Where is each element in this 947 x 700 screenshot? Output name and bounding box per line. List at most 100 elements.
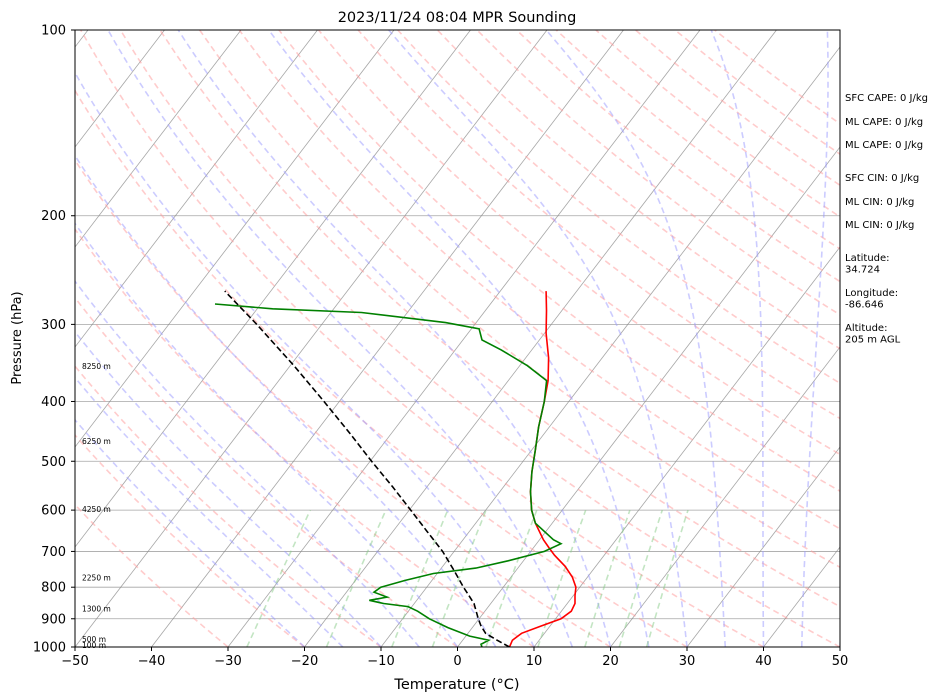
x-tick-label: 0	[453, 654, 461, 669]
height-label: 8250 m	[82, 362, 111, 371]
annotation-text: ML CAPE: 0 J/kg	[845, 140, 923, 151]
series-layer	[214, 290, 577, 647]
x-tick-label: −40	[138, 654, 165, 669]
height-label: 100 m	[82, 641, 106, 650]
isotherm-line	[227, 30, 701, 647]
dry-adiabat	[198, 30, 840, 569]
isotherm-line	[75, 30, 165, 148]
moist-adiabat	[710, 30, 765, 647]
isotherm-line	[610, 346, 840, 647]
dry-adiabat	[119, 30, 840, 647]
isotherm-line	[151, 30, 624, 647]
moist-adiabat	[75, 330, 382, 647]
x-tick-label: −10	[367, 654, 394, 669]
y-tick-label: 100	[41, 24, 66, 39]
x-tick-label: −50	[61, 654, 88, 669]
x-tick-label: 40	[755, 654, 772, 669]
annotation-text: SFC CAPE: 0 J/kg	[845, 93, 928, 104]
isotherm-line	[457, 146, 840, 647]
x-tick-label: −20	[291, 654, 318, 669]
moist-adiabat	[75, 279, 420, 647]
moist-adiabat	[75, 418, 306, 647]
y-tick-label: 900	[41, 612, 66, 627]
dry-adiabat	[278, 30, 840, 493]
isotherm-line	[533, 246, 840, 647]
mixing-ratio-line	[391, 509, 449, 647]
dewpoint-profile	[214, 303, 563, 647]
temperature-profile	[508, 291, 577, 647]
annotation-text: SFC CIN: 0 J/kg	[845, 173, 919, 184]
dry-adiabat	[516, 30, 840, 283]
dry-adiabat	[397, 30, 840, 385]
mixing-ratio-line	[618, 509, 664, 647]
dry-adiabat	[357, 30, 840, 420]
plot-frame	[74, 29, 841, 648]
dry-adiabat	[75, 158, 611, 647]
dry-adiabat	[75, 227, 535, 647]
tick-layer: −50 −40 −30 −20 −10 0 10 20 30 40 50 1000 900 800 700 6…	[33, 24, 848, 670]
y-tick-label: 400	[41, 395, 66, 410]
dry-adiabat	[436, 30, 840, 350]
x-axis-label: Temperature (°C)	[393, 677, 519, 693]
x-tick-label: 10	[526, 654, 543, 669]
isotherm-line	[686, 446, 840, 647]
isotherm-line	[75, 30, 548, 647]
isotherm-line	[75, 30, 242, 248]
y-tick-label: 700	[41, 545, 66, 560]
x-tick-label: 30	[679, 654, 696, 669]
annotation-text: Latitude: 34.724	[845, 253, 890, 276]
isotherm-line	[304, 30, 777, 647]
isotherm-line	[380, 46, 840, 647]
isotherm-line	[75, 30, 471, 548]
moist-adiabat	[75, 376, 344, 647]
annotation-text: ML CIN: 0 J/kg	[845, 197, 914, 208]
mixing-ratio-line	[485, 509, 538, 647]
annotation-text: ML CIN: 0 J/kg	[845, 220, 914, 231]
chart-title: 2023/11/24 08:04 MPR Sounding	[338, 10, 577, 26]
dry-adiabat	[75, 89, 688, 647]
dry-adiabat	[159, 30, 840, 608]
mixing-ratio-line	[431, 509, 487, 647]
moist-adiabat	[268, 30, 650, 647]
mixing-ratio-line	[645, 509, 689, 647]
dry-adiabat	[75, 296, 458, 647]
y-tick-label: 300	[41, 318, 66, 333]
height-label: 1300 m	[82, 605, 111, 614]
mixing-ratio-line	[537, 509, 587, 647]
moist-adiabat	[75, 154, 497, 647]
grid-layer	[75, 30, 840, 647]
parcel-profile	[224, 290, 510, 647]
height-label: 2250 m	[82, 574, 111, 583]
height-label: 4250 m	[82, 505, 111, 514]
mixing-ratio-line	[246, 509, 312, 647]
annotation-panel: SFC CAPE: 0 J/kg ML CAPE: 0 J/kg ML CAPE: …	[845, 93, 928, 346]
moist-adiabat	[75, 71, 535, 647]
mixing-ratio-line	[325, 509, 387, 647]
x-tick-label: 50	[832, 654, 849, 669]
moist-adiabat	[388, 30, 688, 647]
moist-adiabat	[107, 30, 574, 647]
isotherm-line	[75, 30, 318, 348]
mixing-ratio-line	[584, 509, 631, 647]
dry-adiabat	[317, 30, 840, 456]
y-tick-label: 1000	[33, 641, 66, 656]
y-tick-label: 600	[41, 504, 66, 519]
moist-adiabat	[75, 222, 459, 647]
x-tick-label: 20	[602, 654, 619, 669]
moist-adiabat	[801, 30, 829, 647]
dry-adiabat	[75, 365, 382, 647]
y-tick-label: 800	[41, 581, 66, 596]
isotherm-line	[75, 30, 395, 448]
y-axis-label: Pressure (hPa)	[10, 291, 25, 384]
height-label: 500 m	[82, 635, 106, 644]
height-label: 6250 m	[82, 437, 111, 446]
dry-adiabat	[75, 433, 305, 647]
annotation-text: Longitude: -86.646	[845, 288, 898, 311]
annotation-text: ML CAPE: 0 J/kg	[845, 117, 923, 128]
annotation-text: Altitude: 205 m AGL	[845, 323, 901, 346]
moist-adiabat	[177, 30, 612, 647]
dry-adiabat	[80, 30, 764, 647]
y-tick-label: 500	[41, 455, 66, 470]
